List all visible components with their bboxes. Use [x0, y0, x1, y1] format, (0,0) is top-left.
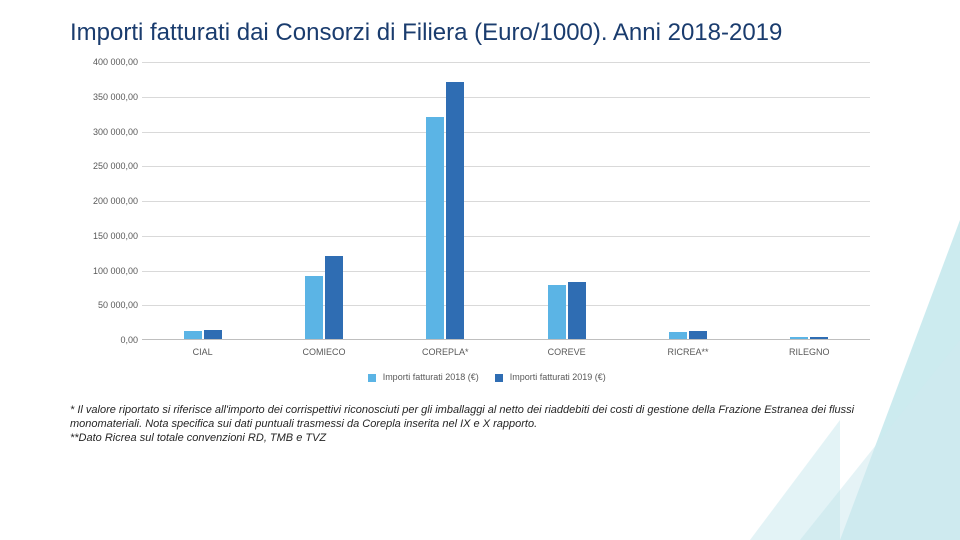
bar: [689, 331, 707, 339]
y-axis-label: 100 000,00: [70, 266, 138, 276]
y-axis-label: 50 000,00: [70, 300, 138, 310]
bar: [325, 256, 343, 339]
y-axis-label: 300 000,00: [70, 127, 138, 137]
bar: [669, 332, 687, 339]
legend-label-2019: Importi fatturati 2019 (€): [510, 372, 606, 382]
bar-group: RICREA**: [627, 62, 748, 339]
bar: [184, 331, 202, 339]
x-axis-label: COREVE: [506, 347, 627, 357]
bar-group: CIAL: [142, 62, 263, 339]
legend-label-2018: Importi fatturati 2018 (€): [383, 372, 479, 382]
bar-group: RILEGNO: [749, 62, 870, 339]
footnote-line-1: * Il valore riportato si riferisce all'i…: [70, 404, 890, 432]
legend-swatch-2019: [495, 374, 503, 382]
y-axis-label: 350 000,00: [70, 92, 138, 102]
footnote: * Il valore riportato si riferisce all'i…: [70, 404, 890, 445]
chart-legend: Importi fatturati 2018 (€) Importi fattu…: [70, 372, 890, 382]
y-axis-label: 250 000,00: [70, 161, 138, 171]
bar-group: COMIECO: [263, 62, 384, 339]
bar: [204, 330, 222, 339]
footnote-line-2: **Dato Ricrea sul totale convenzioni RD,…: [70, 432, 890, 446]
bar: [568, 282, 586, 339]
x-axis-label: COREPLA*: [385, 347, 506, 357]
bar: [810, 337, 828, 339]
y-axis-label: 400 000,00: [70, 57, 138, 67]
y-axis-label: 0,00: [70, 335, 138, 345]
bar: [790, 337, 808, 339]
bar: [446, 82, 464, 339]
x-axis-label: COMIECO: [263, 347, 384, 357]
y-axis-label: 200 000,00: [70, 196, 138, 206]
x-axis-label: RICREA**: [627, 347, 748, 357]
y-axis-label: 150 000,00: [70, 231, 138, 241]
page-title: Importi fatturati dai Consorzi di Filier…: [70, 18, 890, 48]
legend-swatch-2018: [368, 374, 376, 382]
bar: [548, 285, 566, 339]
bar-chart: CIALCOMIECOCOREPLA*COREVERICREA**RILEGNO…: [70, 62, 870, 362]
x-axis-label: CIAL: [142, 347, 263, 357]
bar: [426, 117, 444, 339]
bar-group: COREVE: [506, 62, 627, 339]
bar-group: COREPLA*: [385, 62, 506, 339]
bar: [305, 276, 323, 339]
x-axis-label: RILEGNO: [749, 347, 870, 357]
